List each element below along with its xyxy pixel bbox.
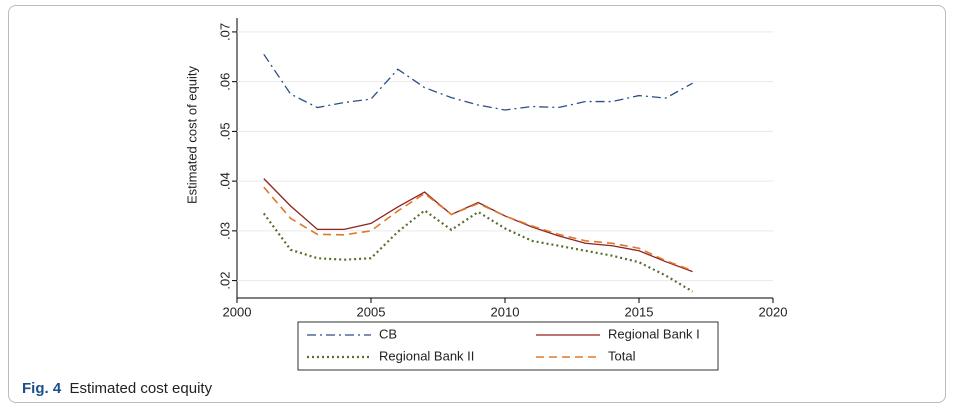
y-tick-label: .05: [217, 122, 232, 140]
legend-label: Regional Bank I: [608, 326, 700, 341]
legend-label: CB: [379, 326, 397, 341]
y-tick-label: .07: [217, 23, 232, 41]
series-line: [263, 53, 693, 111]
x-tick-label: 2000: [223, 304, 252, 319]
legend-label: Regional Bank II: [379, 348, 474, 363]
caption-text: Estimated cost equity: [69, 380, 213, 397]
caption-label: Fig. 4: [22, 380, 62, 397]
series-line: [262, 209, 694, 293]
x-tick-label: 2005: [357, 304, 386, 319]
series-line: [263, 186, 693, 272]
y-tick-label: .04: [217, 172, 232, 190]
y-tick-label: .02: [217, 272, 232, 290]
figure-frame: [8, 5, 946, 403]
caption: Fig. 4 Estimated cost equity: [22, 380, 212, 397]
legend-label: Total: [608, 348, 636, 363]
x-tick-label: 2020: [759, 304, 788, 319]
series-line: [263, 178, 693, 273]
x-tick-label: 2015: [625, 304, 654, 319]
y-axis-label: Estimated cost of equity: [184, 65, 199, 204]
y-tick-label: .06: [217, 73, 232, 91]
x-tick-label: 2010: [491, 304, 520, 319]
y-tick-label: .03: [217, 222, 232, 240]
legend-box: [297, 321, 719, 371]
